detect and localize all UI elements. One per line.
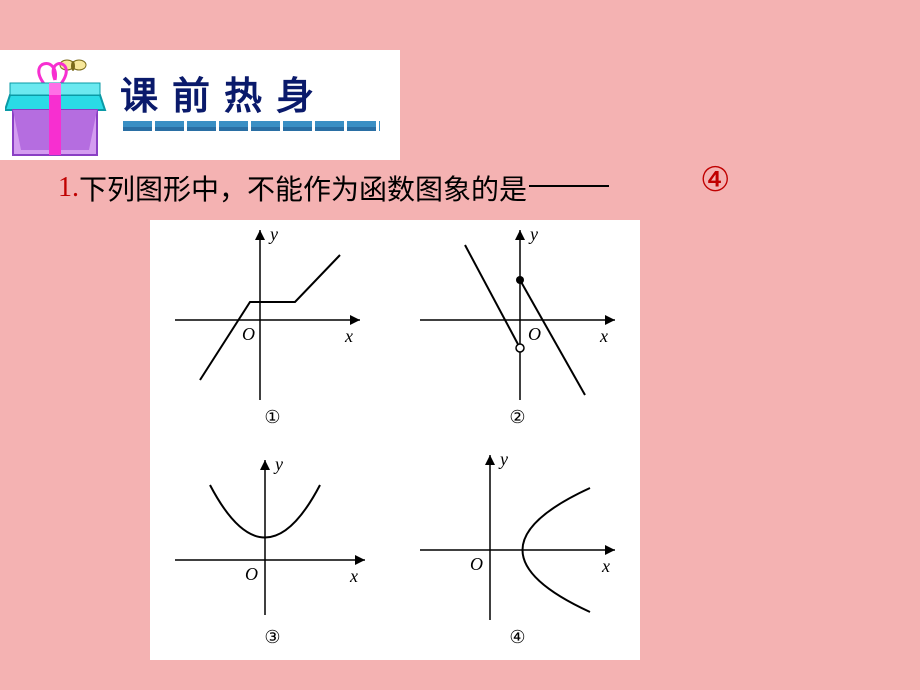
answer-blank bbox=[529, 185, 609, 187]
svg-text:O: O bbox=[245, 564, 258, 584]
chart-2: O x y ② bbox=[395, 220, 640, 440]
chart-1: O x y ① bbox=[150, 220, 395, 440]
chart-4: O x y ④ bbox=[395, 440, 640, 660]
svg-text:x: x bbox=[601, 556, 610, 576]
svg-text:y: y bbox=[498, 449, 508, 469]
svg-text:y: y bbox=[273, 454, 283, 474]
svg-text:y: y bbox=[528, 224, 538, 244]
chart-3-label: ③ bbox=[264, 627, 280, 648]
svg-text:x: x bbox=[599, 326, 608, 346]
chart-2-label: ② bbox=[509, 407, 525, 428]
svg-text:O: O bbox=[528, 324, 541, 344]
question-number: 1. bbox=[58, 172, 79, 204]
svg-text:y: y bbox=[268, 224, 278, 244]
svg-text:x: x bbox=[344, 326, 353, 346]
svg-text:O: O bbox=[242, 324, 255, 344]
gift-box-icon bbox=[5, 55, 110, 155]
question-row: 1. 下列图形中，不能作为函数图象的是 bbox=[58, 168, 609, 208]
chart-3: O x y ③ bbox=[150, 440, 395, 660]
charts-panel: O x y ① O x bbox=[150, 220, 640, 660]
header-title: 课前热身 bbox=[120, 65, 328, 120]
chart-1-label: ① bbox=[264, 407, 280, 428]
chart-4-label: ④ bbox=[509, 627, 525, 648]
question-text: 下列图形中，不能作为函数图象的是 bbox=[79, 168, 527, 208]
answer-value: ④ bbox=[700, 160, 730, 200]
header-underline bbox=[120, 115, 380, 135]
svg-text:x: x bbox=[349, 566, 358, 586]
svg-text:O: O bbox=[470, 554, 483, 574]
